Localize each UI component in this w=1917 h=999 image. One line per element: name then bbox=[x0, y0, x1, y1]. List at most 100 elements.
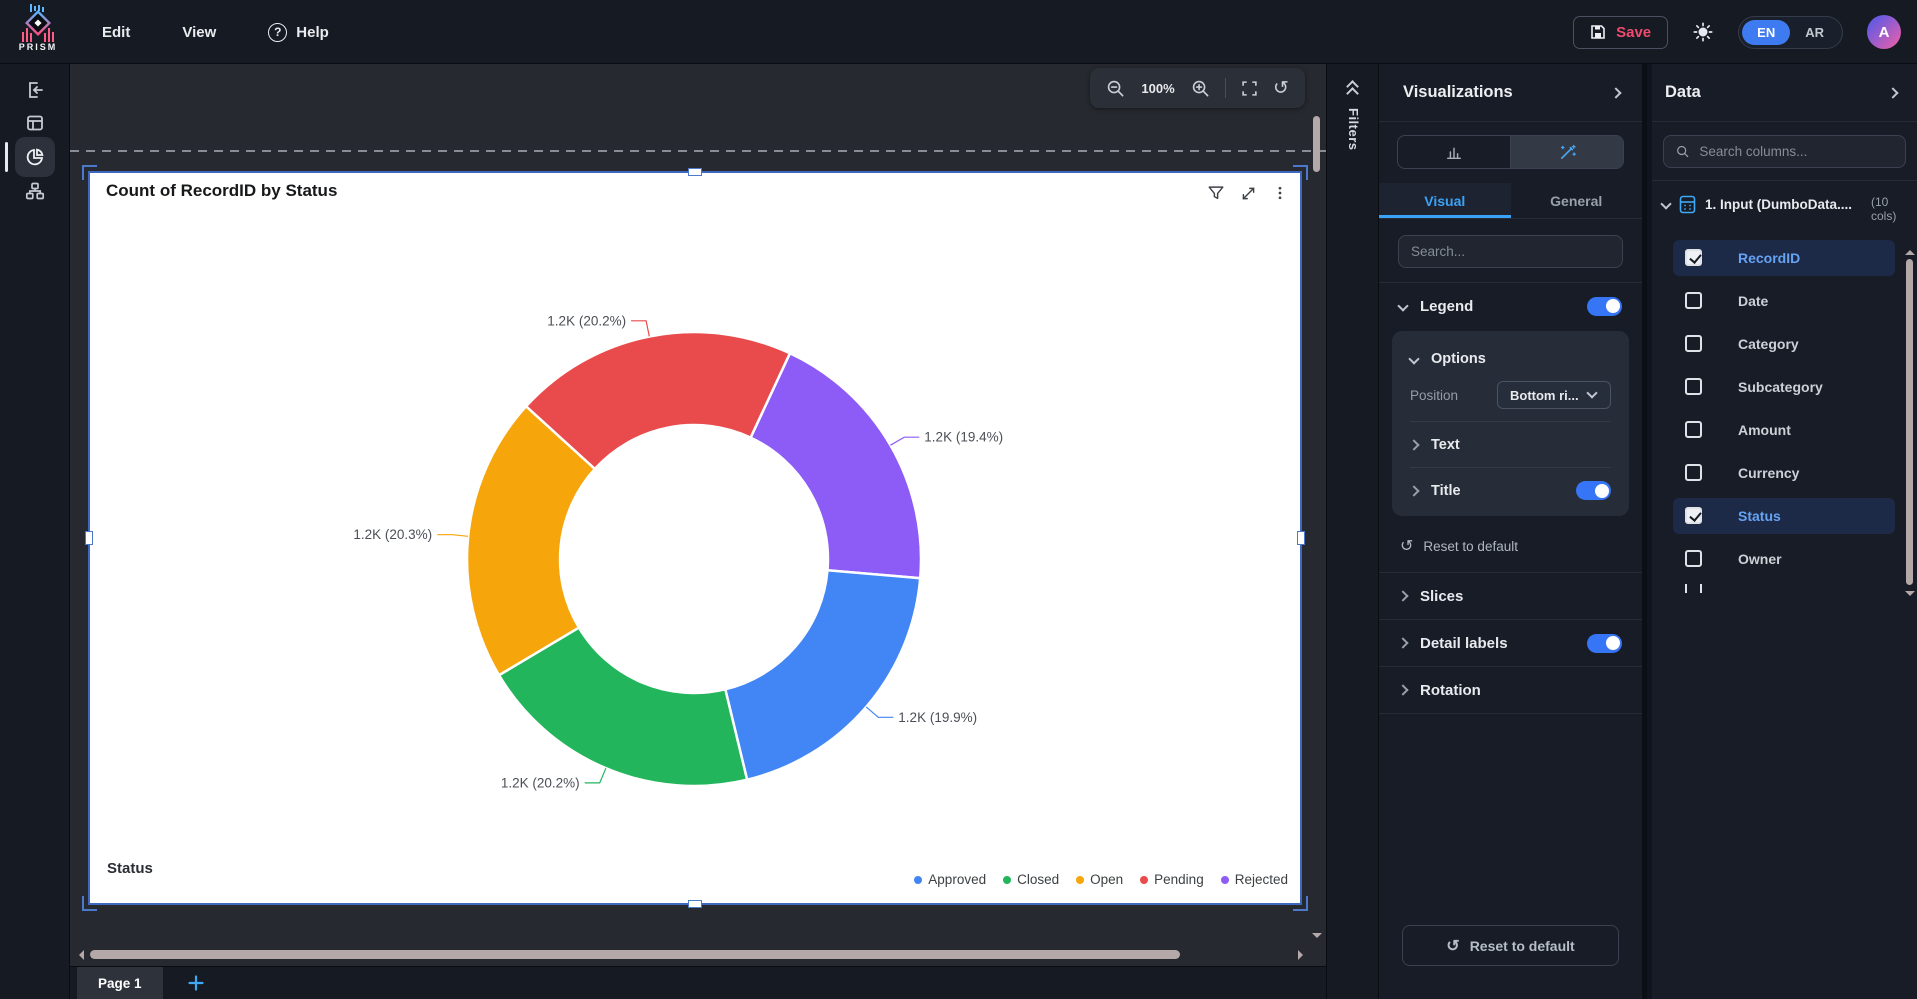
slice-label: 1.2K (19.4%) bbox=[924, 430, 1003, 445]
section-rotation[interactable]: Rotation bbox=[1379, 667, 1642, 713]
prism-logo-icon bbox=[17, 2, 59, 44]
legend-item-open[interactable]: Open bbox=[1076, 872, 1123, 887]
category-axis-label: Status bbox=[107, 860, 153, 877]
donut-slice-approved[interactable] bbox=[725, 570, 920, 779]
tab-general[interactable]: General bbox=[1511, 183, 1643, 218]
scroll-up-arrow[interactable] bbox=[1905, 245, 1915, 255]
column-checkbox[interactable] bbox=[1685, 378, 1702, 395]
canvas-vertical-scrollbar[interactable] bbox=[1313, 110, 1321, 945]
scrollbar-thumb[interactable] bbox=[90, 950, 1180, 959]
legend-item-approved[interactable]: Approved bbox=[914, 872, 986, 887]
filters-panel-title[interactable]: Filters bbox=[1346, 108, 1361, 151]
column-row-owner[interactable]: Owner bbox=[1673, 541, 1895, 577]
save-button[interactable]: Save bbox=[1573, 16, 1668, 49]
selection-handle[interactable] bbox=[688, 900, 702, 908]
detail-labels-toggle[interactable] bbox=[1587, 634, 1622, 653]
selection-handle[interactable] bbox=[688, 168, 702, 176]
donut-chart[interactable]: 1.2K (19.4%)1.2K (19.9%)1.2K (20.2%)1.2K… bbox=[90, 173, 1300, 903]
chart-type-icon[interactable] bbox=[1398, 136, 1510, 168]
section-detail-labels[interactable]: Detail labels bbox=[1379, 620, 1642, 666]
column-row-recordid[interactable]: RecordID bbox=[1673, 240, 1895, 276]
column-checkbox[interactable] bbox=[1685, 550, 1702, 567]
data-column-list: RecordID Date Category Subcategory Amount Cur… bbox=[1673, 240, 1895, 593]
selection-handle[interactable] bbox=[82, 165, 97, 180]
user-avatar[interactable]: A bbox=[1867, 15, 1901, 49]
position-dropdown[interactable]: Bottom ri... bbox=[1497, 381, 1611, 409]
flow-view-icon[interactable] bbox=[15, 171, 55, 211]
dataset-tree-item[interactable]: 1. Input (DumboData.... (10 cols) bbox=[1652, 181, 1917, 230]
scrollbar-thumb[interactable] bbox=[1906, 259, 1913, 585]
column-checkbox[interactable] bbox=[1685, 421, 1702, 438]
legend-toggle[interactable] bbox=[1587, 297, 1622, 316]
format-wand-icon[interactable] bbox=[1510, 136, 1623, 168]
selection-handle[interactable] bbox=[1293, 896, 1308, 911]
data-list-scrollbar[interactable] bbox=[1905, 247, 1914, 599]
language-toggle: EN AR bbox=[1738, 16, 1843, 49]
viz-search-input[interactable] bbox=[1411, 244, 1610, 259]
column-row-currency[interactable]: Currency bbox=[1673, 455, 1895, 491]
add-page-button[interactable] bbox=[187, 974, 205, 992]
canvas-horizontal-scrollbar[interactable] bbox=[74, 949, 1310, 961]
report-canvas[interactable]: 100% Count of RecordID by Status bbox=[70, 64, 1327, 999]
zoom-out-icon[interactable] bbox=[1106, 79, 1125, 98]
theme-toggle-sun-icon[interactable] bbox=[1692, 21, 1714, 43]
expand-filters-icon[interactable] bbox=[1344, 80, 1362, 98]
chevron-right-icon bbox=[1397, 684, 1408, 695]
reset-to-default-button[interactable]: Reset to default bbox=[1402, 925, 1619, 966]
column-checkbox[interactable] bbox=[1685, 464, 1702, 481]
collapse-panel-icon[interactable] bbox=[1610, 87, 1621, 98]
fit-screen-icon[interactable] bbox=[1241, 80, 1258, 97]
chevron-right-icon bbox=[1397, 637, 1408, 648]
column-label: Date bbox=[1738, 293, 1768, 309]
tab-visual[interactable]: Visual bbox=[1379, 183, 1511, 218]
canvas-toolbar: 100% bbox=[1090, 68, 1305, 108]
section-options[interactable]: Options bbox=[1392, 344, 1629, 374]
legend-item-rejected[interactable]: Rejected bbox=[1221, 872, 1288, 887]
scroll-right-arrow[interactable] bbox=[1298, 950, 1308, 960]
selection-handle[interactable] bbox=[85, 531, 93, 545]
column-checkbox[interactable] bbox=[1685, 335, 1702, 352]
zoom-in-icon[interactable] bbox=[1191, 79, 1210, 98]
column-row-category[interactable]: Category bbox=[1673, 326, 1895, 362]
reset-view-icon[interactable] bbox=[1273, 79, 1289, 98]
data-search-input[interactable] bbox=[1699, 144, 1893, 159]
column-row-date[interactable]: Date bbox=[1673, 283, 1895, 319]
app-logo[interactable]: PRISM bbox=[10, 2, 66, 62]
donut-slice-rejected[interactable] bbox=[751, 353, 921, 578]
menu-view[interactable]: View bbox=[182, 24, 216, 41]
scrollbar-thumb[interactable] bbox=[1313, 116, 1320, 172]
column-row-subcategory[interactable]: Subcategory bbox=[1673, 369, 1895, 405]
selection-handle[interactable] bbox=[1293, 165, 1308, 180]
section-legend[interactable]: Legend bbox=[1379, 283, 1642, 329]
legend-item-closed[interactable]: Closed bbox=[1003, 872, 1059, 887]
column-checkbox[interactable] bbox=[1685, 507, 1702, 524]
section-title[interactable]: Title bbox=[1392, 473, 1629, 508]
scroll-down-arrow[interactable] bbox=[1905, 591, 1915, 601]
legend-dot bbox=[1221, 876, 1229, 884]
title-toggle[interactable] bbox=[1576, 481, 1611, 500]
column-row-amount[interactable]: Amount bbox=[1673, 412, 1895, 448]
selection-handle[interactable] bbox=[82, 896, 97, 911]
section-slices[interactable]: Slices bbox=[1379, 573, 1642, 619]
menu-help[interactable]: Help bbox=[268, 23, 329, 42]
reset-icon bbox=[1446, 936, 1459, 956]
scroll-left-arrow[interactable] bbox=[74, 950, 84, 960]
legend-item-pending[interactable]: Pending bbox=[1140, 872, 1204, 887]
lang-en-button[interactable]: EN bbox=[1742, 20, 1790, 45]
donut-chart-widget[interactable]: Count of RecordID by Status bbox=[88, 171, 1302, 905]
scroll-down-arrow[interactable] bbox=[1312, 933, 1322, 943]
page-tab-bar: Page 1 bbox=[70, 966, 1326, 999]
chevron-down-icon bbox=[1408, 353, 1419, 364]
column-checkbox[interactable] bbox=[1685, 292, 1702, 309]
reset-legend-link[interactable]: Reset to default bbox=[1379, 528, 1642, 572]
slice-label-leader bbox=[890, 437, 919, 445]
selection-handle[interactable] bbox=[1297, 531, 1305, 545]
section-text[interactable]: Text bbox=[1392, 427, 1629, 462]
column-label: Owner bbox=[1738, 551, 1782, 567]
column-row-status[interactable]: Status bbox=[1673, 498, 1895, 534]
lang-ar-button[interactable]: AR bbox=[1790, 20, 1839, 45]
menu-edit[interactable]: Edit bbox=[102, 24, 130, 41]
column-checkbox[interactable] bbox=[1685, 249, 1702, 266]
collapse-panel-icon[interactable] bbox=[1887, 87, 1898, 98]
page-tab[interactable]: Page 1 bbox=[77, 967, 163, 999]
